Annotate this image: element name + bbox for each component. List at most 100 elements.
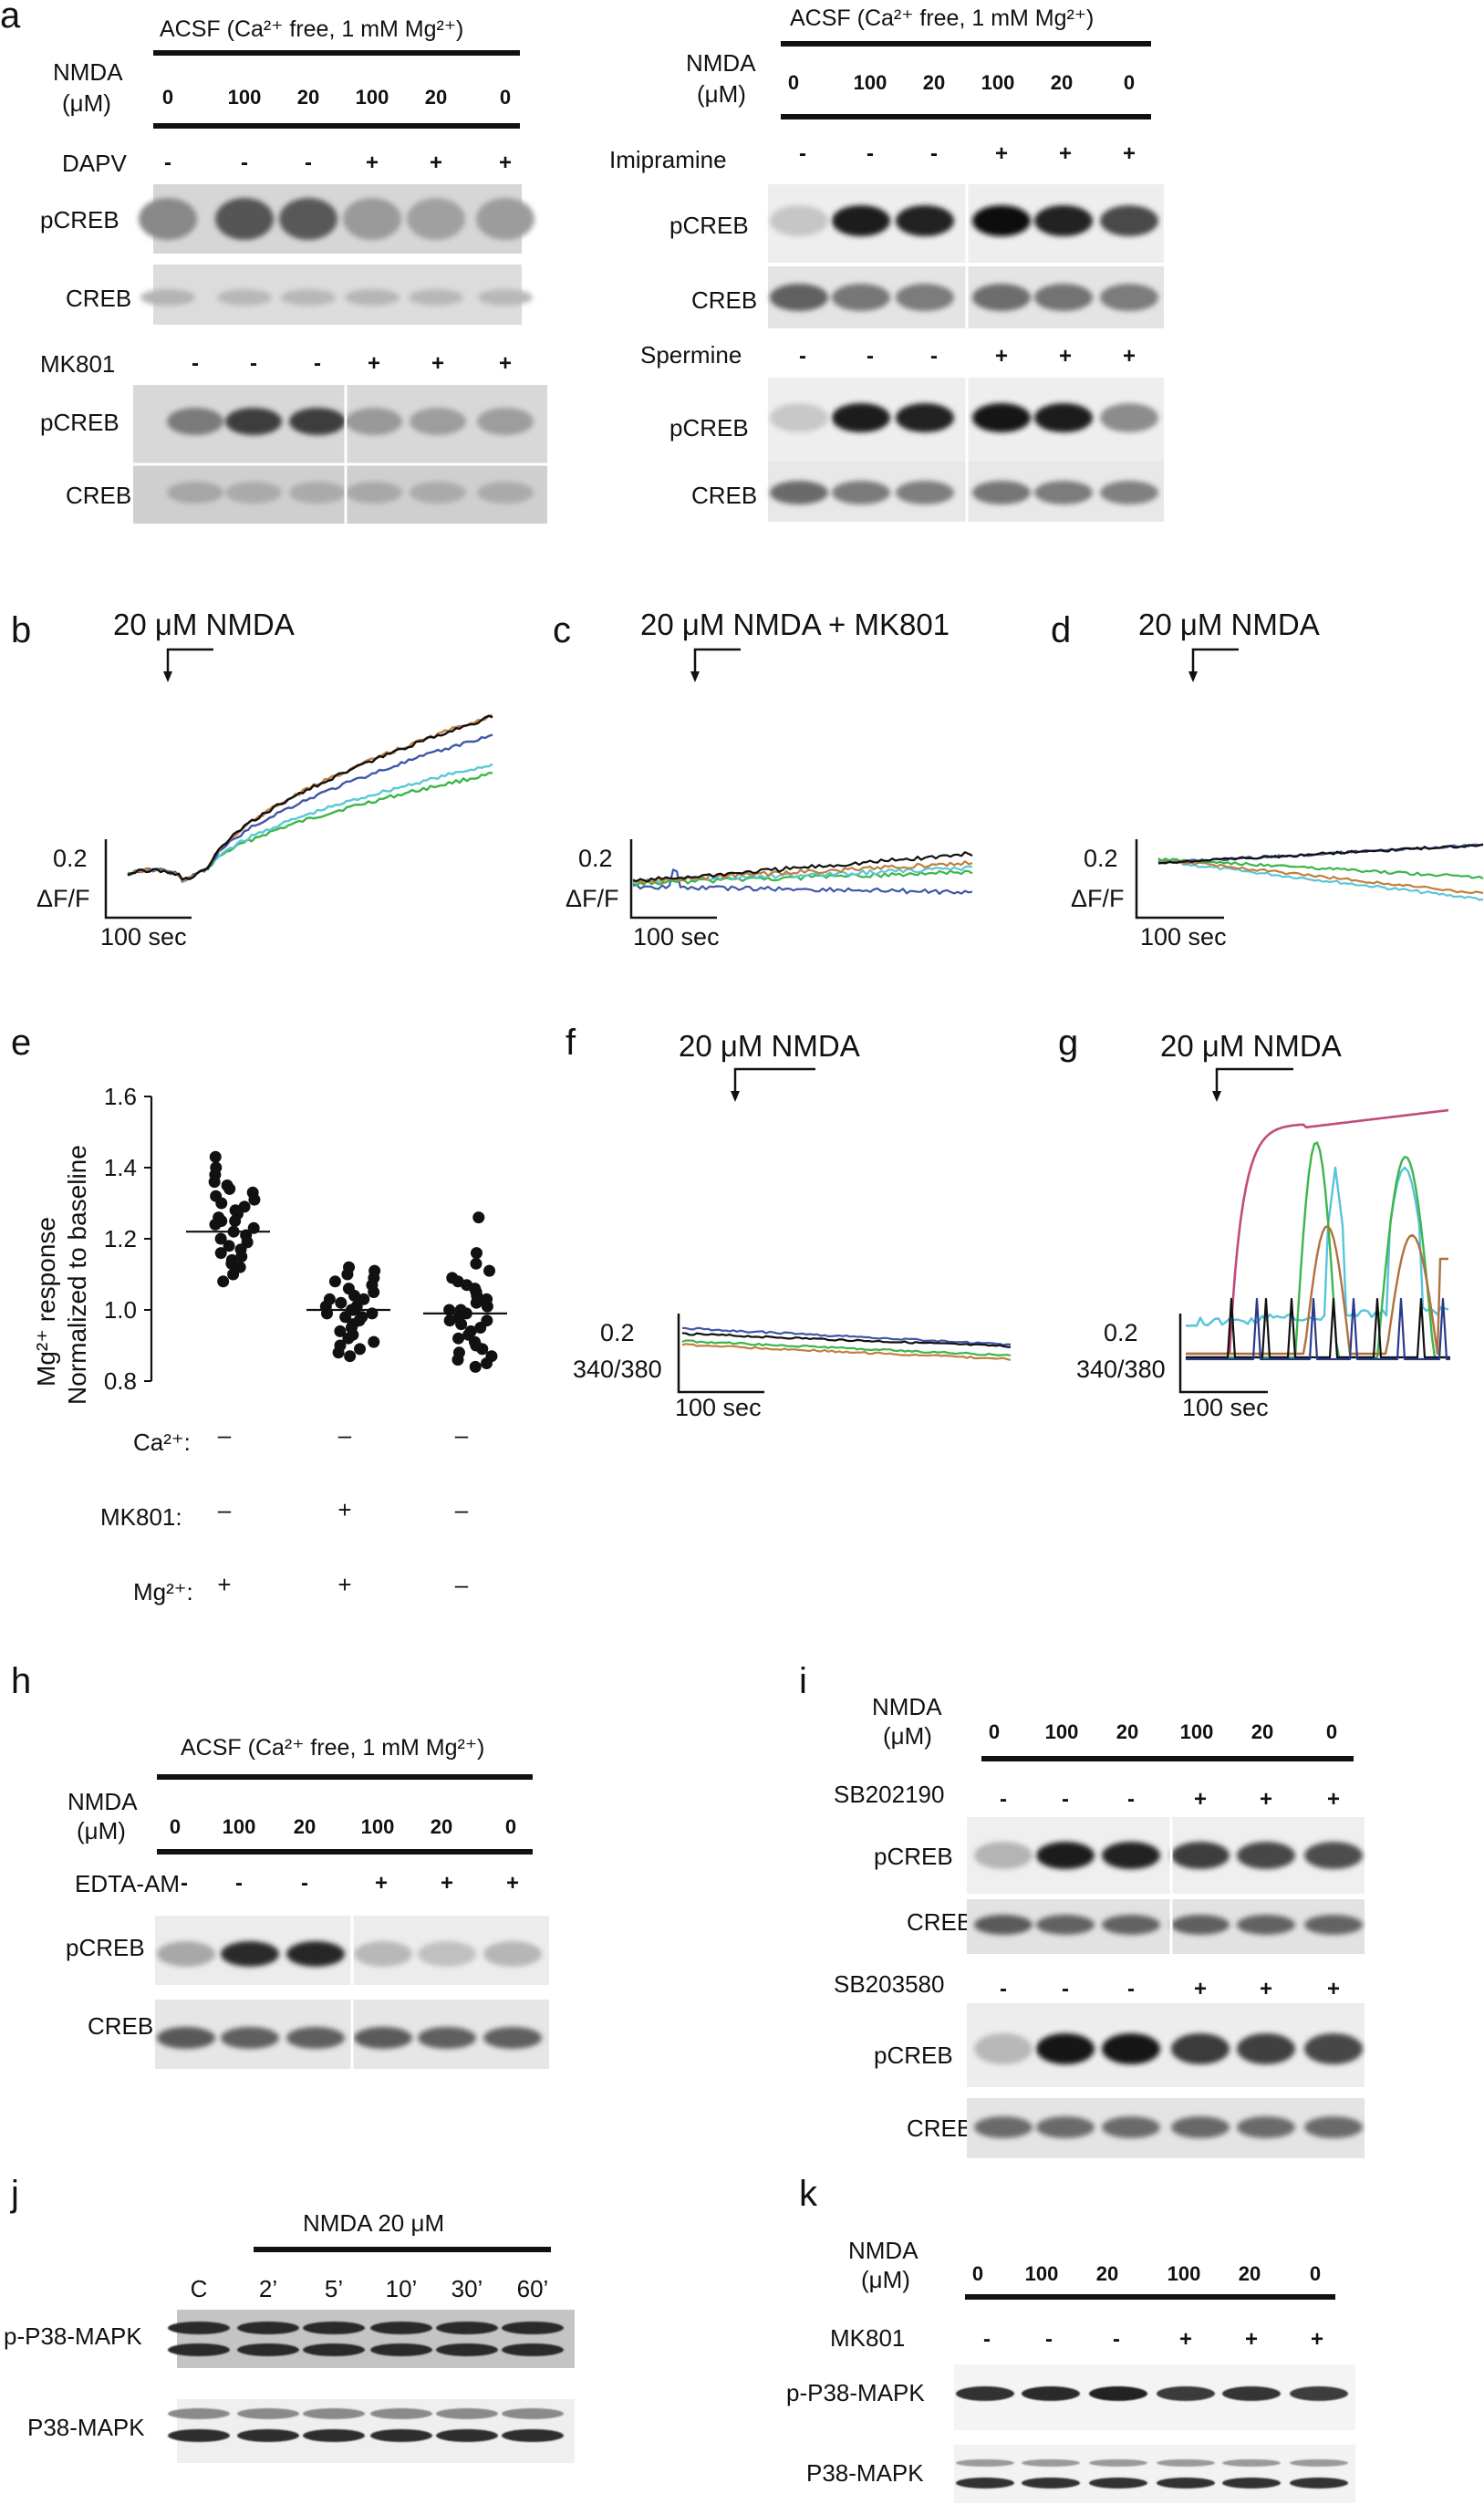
- treatment-sign: -: [930, 344, 938, 369]
- trace-line: [681, 1339, 1012, 1356]
- nmda-value: 100: [981, 71, 1015, 94]
- row-label-pcreb: pCREB: [874, 2042, 953, 2069]
- condition-sign: +: [337, 1571, 351, 1598]
- data-point: [341, 1268, 354, 1281]
- scatter-points: [186, 1150, 507, 1373]
- time-point-label: 5’: [325, 2275, 343, 2302]
- trace-line: [1157, 857, 1484, 880]
- blot-band: [1102, 2033, 1160, 2064]
- data-point: [472, 1211, 485, 1224]
- panel-letter-k: k: [799, 2174, 818, 2214]
- blot-band: [1034, 205, 1093, 236]
- blot-band: [770, 403, 828, 432]
- treatment-sign: -: [1062, 1787, 1069, 1812]
- y-axis-label-1: Mg²⁺ response: [32, 1217, 60, 1387]
- stim-arrow-icon: [163, 671, 172, 682]
- treatment-sign: +: [1059, 141, 1072, 166]
- row-label-p38: P38-MAPK: [806, 2459, 924, 2487]
- blot-creb-dapv: [153, 265, 522, 325]
- row-label-p-p38: p-P38-MAPK: [4, 2322, 142, 2350]
- treatment-sign: -: [301, 1871, 308, 1896]
- data-point: [334, 1325, 347, 1337]
- nmda-value: 100: [854, 71, 887, 94]
- treatment-sign: +: [995, 141, 1008, 166]
- treatment-sign: -: [867, 141, 874, 166]
- treatment-sign: -: [164, 151, 171, 175]
- row-label-pcreb: pCREB: [669, 414, 749, 442]
- treatment-sign: +: [1245, 2327, 1258, 2352]
- nmda-value: 20: [1116, 1720, 1138, 1743]
- blot-band: [345, 289, 400, 306]
- condition-sign: +: [217, 1571, 231, 1598]
- trace-line: [681, 1343, 1012, 1361]
- y-tick-label: 0.8: [104, 1367, 137, 1395]
- blot-band: [974, 2116, 1033, 2138]
- trace-line: [1157, 843, 1484, 865]
- treatment-sign: +: [1194, 1787, 1207, 1812]
- nmda-value: 100: [228, 86, 262, 109]
- treatment-sign: -: [305, 151, 312, 175]
- nmda-value: 0: [1326, 1720, 1337, 1743]
- nmda-value: 20: [1096, 2262, 1118, 2285]
- stim-arrow-icon: [1188, 671, 1198, 682]
- nmda-unit: (μM): [62, 89, 111, 117]
- treatment-sign: +: [1260, 1787, 1272, 1812]
- treatment-signs: - - - + + +: [181, 1871, 519, 1896]
- blot-band: [1100, 403, 1158, 432]
- treatment-sign: +: [499, 151, 512, 175]
- blot-band: [370, 2408, 432, 2419]
- treatment-sign: -: [314, 351, 321, 376]
- trace-line: [1186, 1108, 1449, 1356]
- mg-label: Mg²⁺:: [133, 1578, 193, 1605]
- blot-band: [1100, 205, 1158, 236]
- blot-band: [1036, 1915, 1095, 1935]
- nmda-unit: (μM): [697, 80, 746, 108]
- blot-band: [157, 1941, 215, 1967]
- blot-band: [217, 289, 272, 306]
- blot-band: [1171, 2116, 1230, 2138]
- blot-band: [225, 408, 282, 435]
- blot-band: [1290, 2478, 1348, 2488]
- treatment-sign: +: [368, 351, 380, 376]
- panel-g: g 20 μM NMDA 0.2 340/380 100 sec: [1058, 1023, 1450, 1421]
- data-point: [480, 1357, 493, 1369]
- blot-band: [410, 408, 466, 435]
- nmda-values: 0 100 20 100 20 0: [972, 2262, 1321, 2285]
- blot-band: [1222, 2478, 1281, 2488]
- treatment-sign: -: [250, 351, 257, 376]
- treatment-label-dapv: DAPV: [62, 150, 127, 177]
- blot-band: [418, 2027, 476, 2049]
- stimulus-label: 20 μM NMDA: [1138, 608, 1320, 641]
- blot-band: [1304, 2116, 1363, 2138]
- blot-p-p38-mk801: [954, 2364, 1355, 2430]
- blot-band: [139, 198, 197, 240]
- time-point-label: 30’: [451, 2275, 483, 2302]
- blot-pcreb-sb202190: [967, 1817, 1365, 1894]
- blot-band: [346, 482, 402, 504]
- data-point: [476, 1343, 489, 1356]
- scale-bar: [1135, 839, 1224, 920]
- nmda-unit: (μM): [883, 1722, 932, 1750]
- scale-unit: 340/380: [1076, 1356, 1166, 1383]
- treatment-label-sb202190: SB202190: [834, 1781, 944, 1808]
- blot-band: [1290, 2459, 1348, 2467]
- condition-sign: –: [455, 1571, 469, 1598]
- treatment-sign: +: [375, 1871, 388, 1896]
- trace-line: [1186, 1297, 1450, 1359]
- blot-band: [1304, 2033, 1363, 2064]
- blot-band: [281, 289, 336, 306]
- treatment-sign: -: [930, 141, 938, 166]
- data-point: [368, 1335, 380, 1348]
- time-scale: 100 sec: [633, 923, 720, 951]
- blot-band: [167, 408, 223, 435]
- data-point: [335, 1296, 348, 1309]
- blot-band: [1171, 2033, 1230, 2064]
- data-point: [483, 1264, 496, 1277]
- blot-band: [1157, 2386, 1215, 2401]
- time-course-header: NMDA 20 μM: [303, 2209, 444, 2237]
- panel-letter-f: f: [566, 1023, 576, 1063]
- treatment-sign: +: [1123, 141, 1136, 166]
- treatment-label-mk801: MK801: [830, 2324, 905, 2352]
- treatment-sign: +: [499, 351, 512, 376]
- blot-band: [436, 2429, 498, 2442]
